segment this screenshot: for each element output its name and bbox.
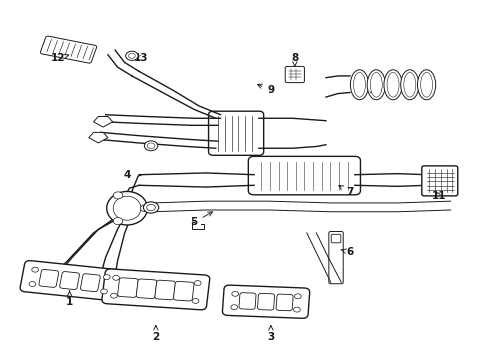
FancyBboxPatch shape: [102, 269, 209, 310]
Ellipse shape: [383, 70, 401, 100]
FancyBboxPatch shape: [421, 166, 457, 196]
Circle shape: [32, 267, 39, 272]
FancyBboxPatch shape: [20, 261, 119, 301]
Circle shape: [194, 280, 201, 285]
Text: 7: 7: [338, 185, 353, 197]
FancyBboxPatch shape: [328, 231, 343, 284]
Text: 13: 13: [134, 53, 148, 63]
Ellipse shape: [400, 70, 418, 100]
Ellipse shape: [403, 72, 415, 97]
Ellipse shape: [353, 72, 365, 97]
FancyBboxPatch shape: [222, 285, 309, 318]
Ellipse shape: [106, 192, 147, 225]
Circle shape: [103, 275, 110, 280]
Circle shape: [113, 217, 122, 225]
Ellipse shape: [417, 70, 435, 100]
Polygon shape: [93, 117, 112, 127]
FancyBboxPatch shape: [81, 274, 100, 292]
FancyBboxPatch shape: [257, 293, 274, 310]
Ellipse shape: [113, 196, 141, 220]
Circle shape: [113, 275, 119, 280]
Text: 5: 5: [190, 212, 212, 227]
Text: 12: 12: [50, 53, 68, 63]
Text: 1: 1: [66, 291, 73, 307]
Circle shape: [230, 305, 237, 310]
Text: 11: 11: [430, 191, 445, 201]
FancyBboxPatch shape: [208, 111, 263, 155]
Circle shape: [146, 204, 155, 211]
FancyBboxPatch shape: [40, 36, 97, 63]
FancyBboxPatch shape: [39, 269, 59, 287]
Text: 9: 9: [257, 84, 274, 95]
FancyBboxPatch shape: [60, 271, 80, 289]
Circle shape: [125, 51, 138, 60]
FancyBboxPatch shape: [285, 66, 304, 83]
Circle shape: [143, 202, 159, 213]
FancyBboxPatch shape: [173, 282, 194, 301]
Text: 3: 3: [266, 326, 274, 342]
Text: 6: 6: [340, 247, 353, 257]
Text: 10: 10: [368, 85, 383, 95]
FancyBboxPatch shape: [136, 279, 157, 298]
Circle shape: [144, 141, 158, 151]
Text: 8: 8: [290, 53, 298, 66]
Circle shape: [293, 307, 300, 312]
Circle shape: [128, 53, 135, 58]
Circle shape: [101, 289, 107, 294]
FancyBboxPatch shape: [276, 294, 292, 311]
Circle shape: [113, 192, 122, 199]
Ellipse shape: [386, 72, 398, 97]
Circle shape: [140, 205, 150, 212]
Ellipse shape: [366, 70, 385, 100]
Circle shape: [231, 291, 238, 296]
FancyBboxPatch shape: [239, 293, 256, 309]
FancyBboxPatch shape: [118, 278, 138, 297]
Ellipse shape: [420, 72, 432, 97]
Circle shape: [294, 294, 301, 299]
Ellipse shape: [369, 72, 382, 97]
Circle shape: [147, 143, 155, 149]
Circle shape: [110, 293, 117, 298]
FancyBboxPatch shape: [155, 280, 175, 300]
Polygon shape: [89, 132, 108, 143]
Text: 4: 4: [123, 170, 130, 180]
Circle shape: [192, 298, 199, 303]
Text: 2: 2: [152, 326, 159, 342]
Ellipse shape: [350, 70, 368, 100]
FancyBboxPatch shape: [330, 234, 340, 243]
FancyBboxPatch shape: [248, 156, 360, 195]
Circle shape: [29, 282, 36, 287]
